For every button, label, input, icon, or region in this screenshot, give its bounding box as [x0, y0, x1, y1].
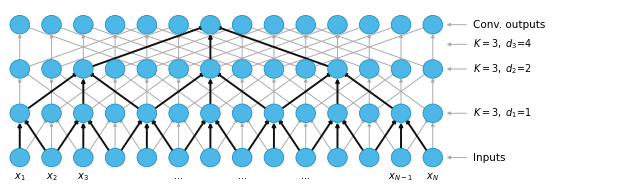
Ellipse shape	[391, 148, 411, 167]
Ellipse shape	[391, 104, 411, 122]
Ellipse shape	[137, 15, 157, 34]
Ellipse shape	[391, 15, 411, 34]
Ellipse shape	[296, 148, 316, 167]
Text: $x_3$: $x_3$	[77, 171, 89, 183]
Ellipse shape	[296, 15, 316, 34]
Ellipse shape	[200, 148, 220, 167]
Text: ...: ...	[301, 171, 310, 181]
Ellipse shape	[169, 15, 188, 34]
Ellipse shape	[42, 148, 61, 167]
Ellipse shape	[296, 104, 316, 122]
Ellipse shape	[328, 104, 348, 122]
Ellipse shape	[264, 15, 284, 34]
Ellipse shape	[74, 148, 93, 167]
Ellipse shape	[232, 15, 252, 34]
Ellipse shape	[296, 60, 316, 78]
Text: $x_N$: $x_N$	[426, 171, 439, 183]
Text: Inputs: Inputs	[472, 153, 505, 163]
Ellipse shape	[423, 60, 443, 78]
Ellipse shape	[360, 148, 379, 167]
Ellipse shape	[232, 60, 252, 78]
Ellipse shape	[10, 148, 29, 167]
Ellipse shape	[232, 104, 252, 122]
Ellipse shape	[42, 60, 61, 78]
Text: ...: ...	[174, 171, 183, 181]
Ellipse shape	[423, 15, 443, 34]
Ellipse shape	[169, 104, 188, 122]
Ellipse shape	[106, 148, 125, 167]
Text: $x_2$: $x_2$	[45, 171, 58, 183]
Ellipse shape	[200, 104, 220, 122]
Text: $K = 3,\; d_2\!=\! 2$: $K = 3,\; d_2\!=\! 2$	[472, 62, 532, 76]
Ellipse shape	[106, 60, 125, 78]
Ellipse shape	[74, 60, 93, 78]
Ellipse shape	[169, 148, 188, 167]
Ellipse shape	[423, 104, 443, 122]
Ellipse shape	[74, 104, 93, 122]
Text: $x_{N-1}$: $x_{N-1}$	[388, 171, 413, 183]
Ellipse shape	[137, 60, 157, 78]
Text: ...: ...	[237, 171, 246, 181]
Ellipse shape	[264, 104, 284, 122]
Ellipse shape	[169, 60, 188, 78]
Ellipse shape	[328, 60, 348, 78]
Ellipse shape	[232, 148, 252, 167]
Ellipse shape	[391, 60, 411, 78]
Ellipse shape	[264, 60, 284, 78]
Ellipse shape	[74, 15, 93, 34]
Ellipse shape	[200, 60, 220, 78]
Ellipse shape	[360, 104, 379, 122]
Ellipse shape	[137, 104, 157, 122]
Text: $K = 3,\; d_1\!=\! 1$: $K = 3,\; d_1\!=\! 1$	[472, 106, 532, 120]
Text: Conv. outputs: Conv. outputs	[472, 20, 545, 30]
Ellipse shape	[360, 15, 379, 34]
Ellipse shape	[423, 148, 443, 167]
Ellipse shape	[106, 104, 125, 122]
Text: $K = 3,\; d_3\!=\! 4$: $K = 3,\; d_3\!=\! 4$	[472, 37, 532, 51]
Ellipse shape	[328, 148, 348, 167]
Ellipse shape	[10, 15, 29, 34]
Ellipse shape	[328, 15, 348, 34]
Ellipse shape	[200, 15, 220, 34]
Text: $x_1$: $x_1$	[14, 171, 26, 183]
Ellipse shape	[264, 148, 284, 167]
Ellipse shape	[10, 104, 29, 122]
Ellipse shape	[10, 60, 29, 78]
Ellipse shape	[42, 15, 61, 34]
Ellipse shape	[42, 104, 61, 122]
Ellipse shape	[360, 60, 379, 78]
Ellipse shape	[106, 15, 125, 34]
Ellipse shape	[137, 148, 157, 167]
